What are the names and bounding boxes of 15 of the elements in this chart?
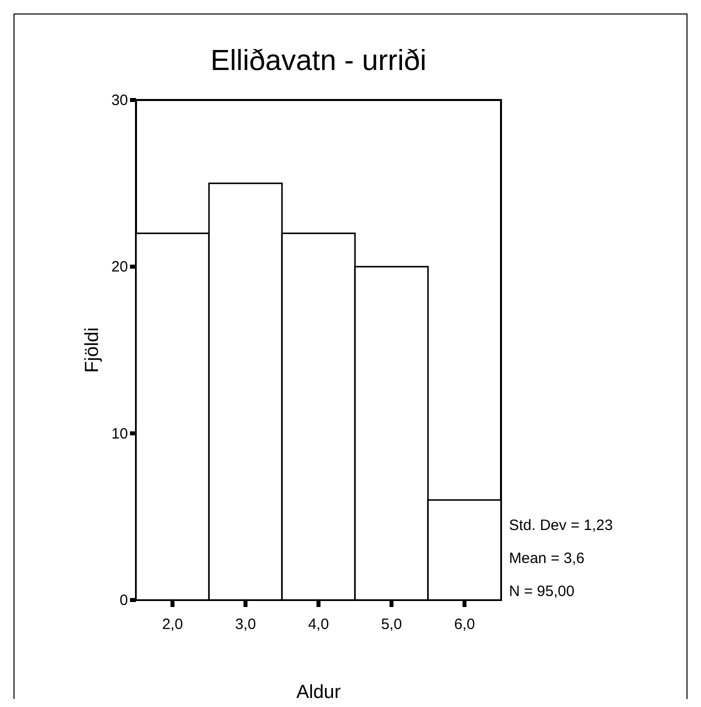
y-tick-label: 0 xyxy=(120,592,128,609)
x-tick-label: 3,0 xyxy=(235,616,256,633)
text: N = 95,00 xyxy=(509,583,574,600)
y-axis-title: Fjöldi xyxy=(82,327,103,373)
text: Std. Dev = 1,23 xyxy=(509,517,613,534)
y-tick-label: 20 xyxy=(111,258,128,276)
x-tick-label: 2,0 xyxy=(162,616,183,633)
chart-title: Elliðavatn - urriði xyxy=(210,45,426,77)
x-tick-label: 6,0 xyxy=(454,616,475,633)
x-tick-label: 4,0 xyxy=(308,616,329,633)
x-tick-label: 5,0 xyxy=(381,616,402,633)
y-tick-label: 10 xyxy=(111,425,128,442)
x-axis-title: Aldur xyxy=(296,682,342,703)
y-tick-label: 30 xyxy=(111,92,128,109)
text: Mean = 3,6 xyxy=(509,550,584,567)
